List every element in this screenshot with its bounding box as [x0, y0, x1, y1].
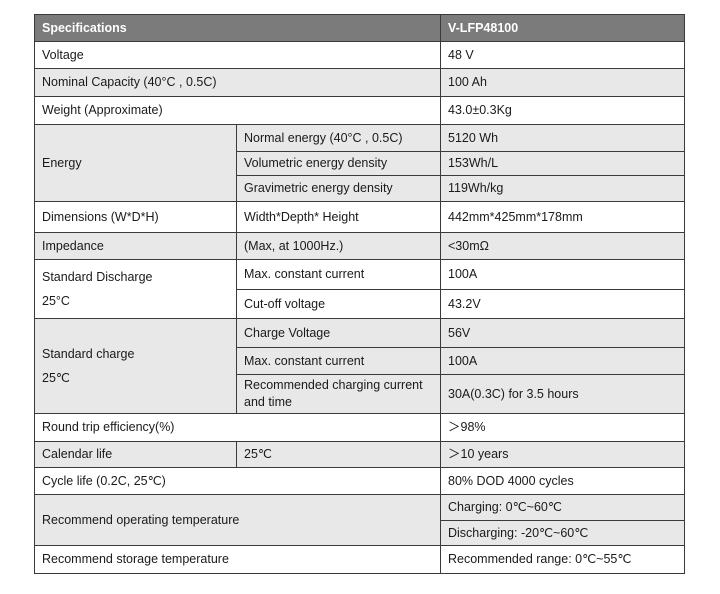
- label-line1: Standard Discharge: [42, 270, 153, 284]
- table-row: Recommended charging current and time 30…: [35, 374, 685, 414]
- row-value: 100A: [440, 259, 685, 290]
- sub-label: 25℃: [236, 441, 441, 468]
- table-row: Voltage 48 V: [34, 41, 685, 69]
- row-value: 43.0±0.3Kg: [440, 96, 685, 125]
- row-value: Discharging: -20℃~60℃: [440, 520, 685, 546]
- row-label: Weight (Approximate): [34, 96, 441, 125]
- row-value: 30A(0.3C) for 3.5 hours: [440, 374, 685, 414]
- row-value: 43.2V: [440, 289, 685, 319]
- sub-label: Volumetric energy density: [236, 151, 441, 176]
- row-label: Calendar life: [34, 441, 237, 468]
- row-value: Recommended range: 0℃~55℃: [440, 545, 685, 574]
- row-label: Impedance: [34, 232, 237, 260]
- label-line2: 25°C: [42, 294, 70, 308]
- sub-label: Charge Voltage: [236, 318, 441, 348]
- row-value: 5120 Wh: [440, 124, 685, 152]
- table-row: Round trip efficiency(%) ＞98%: [34, 413, 685, 442]
- table-row: Discharging: -20℃~60℃: [35, 520, 685, 546]
- row-label: Cycle life (0.2C, 25℃): [34, 467, 441, 495]
- table-row: Calendar life 25℃ ＞10 years: [34, 441, 685, 468]
- table-row: Energy Normal energy (40°C , 0.5C) 5120 …: [34, 124, 685, 202]
- row-value: 119Wh/kg: [440, 175, 685, 202]
- row-label: Recommend operating temperature: [34, 494, 441, 546]
- sub-label: Max. constant current: [236, 347, 441, 375]
- sub-label: (Max, at 1000Hz.): [236, 232, 441, 260]
- table-row: Cut-off voltage 43.2V: [35, 289, 685, 319]
- row-value: Charging: 0℃~60℃: [440, 494, 685, 521]
- table-row: Standard Discharge 25°C Max. constant cu…: [34, 259, 685, 319]
- row-value: 153Wh/L: [440, 151, 685, 176]
- sub-label: Max. constant current: [236, 259, 441, 290]
- table-row: Impedance (Max, at 1000Hz.) <30mΩ: [34, 232, 685, 260]
- row-value: ＞98%: [440, 413, 685, 442]
- table-row: Standard charge 25℃ Charge Voltage 56V: [34, 318, 685, 414]
- row-label: Round trip efficiency(%): [34, 413, 441, 442]
- specifications-table: Specifications V-LFP48100 Voltage 48 V N…: [34, 14, 685, 574]
- header-specifications: Specifications: [34, 14, 441, 42]
- row-value: 80% DOD 4000 cycles: [440, 467, 685, 495]
- row-value: ＞10 years: [440, 441, 685, 468]
- row-label: Energy: [34, 124, 237, 202]
- row-value: 442mm*425mm*178mm: [440, 201, 685, 233]
- table-row: Recommend storage temperature Recommende…: [34, 545, 685, 574]
- sub-label: Cut-off voltage: [236, 289, 441, 319]
- label-line1: Standard charge: [42, 347, 135, 361]
- row-value: 56V: [440, 318, 685, 348]
- table-row: Weight (Approximate) 43.0±0.3Kg: [34, 96, 685, 125]
- table-row: Nominal Capacity (40°C , 0.5C) 100 Ah: [34, 68, 685, 97]
- sub-label: Width*Depth* Height: [236, 201, 441, 233]
- row-label: Voltage: [34, 41, 441, 69]
- sub-label: Gravimetric energy density: [236, 175, 441, 202]
- row-label: Nominal Capacity (40°C , 0.5C): [34, 68, 441, 97]
- table-row: Recommend operating temperature Charging…: [34, 494, 685, 546]
- table-row: Cycle life (0.2C, 25℃) 80% DOD 4000 cycl…: [34, 467, 685, 495]
- row-label: Dimensions (W*D*H): [34, 201, 237, 233]
- row-label: Recommend storage temperature: [34, 545, 441, 574]
- table-header: Specifications V-LFP48100: [34, 14, 685, 42]
- label-line2: 25℃: [42, 371, 70, 385]
- row-value: 100 Ah: [440, 68, 685, 97]
- row-value: <30mΩ: [440, 232, 685, 260]
- row-value: 100A: [440, 347, 685, 375]
- row-label: Standard charge 25℃: [34, 318, 237, 414]
- row-value: 48 V: [440, 41, 685, 69]
- sub-label: Recommended charging current and time: [236, 374, 441, 414]
- table-row: Volumetric energy density 153Wh/L: [35, 151, 685, 176]
- table-row: Max. constant current 100A: [35, 347, 685, 375]
- sub-label: Normal energy (40°C , 0.5C): [236, 124, 441, 152]
- table-row: Dimensions (W*D*H) Width*Depth* Height 4…: [34, 201, 685, 233]
- header-model: V-LFP48100: [440, 14, 685, 42]
- row-label: Standard Discharge 25°C: [34, 259, 237, 319]
